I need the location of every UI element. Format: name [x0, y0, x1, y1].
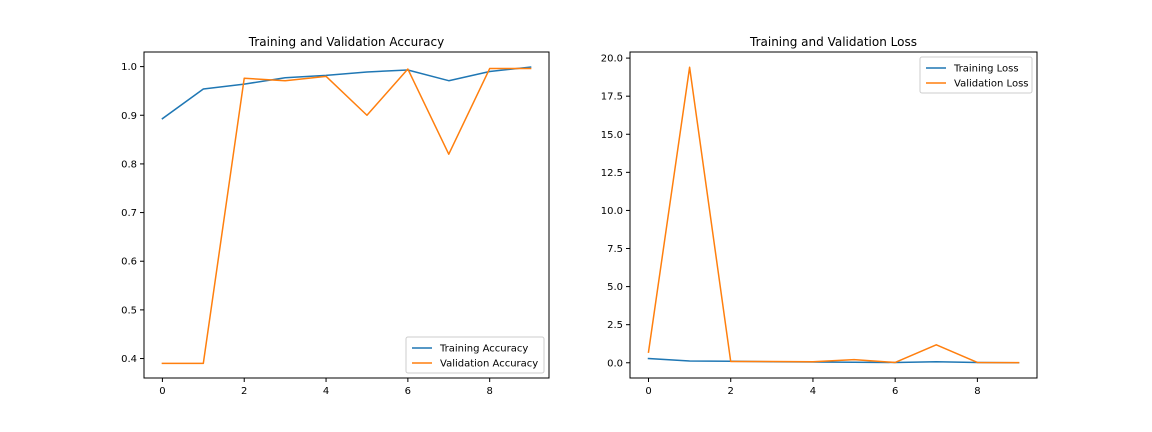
loss-y-tick-label: 7.5 [607, 244, 623, 255]
loss-y-tick-label: 20.0 [601, 54, 623, 65]
loss-legend-label-1: Validation Loss [954, 79, 1029, 90]
accuracy-plot-frame [143, 51, 550, 379]
accuracy-chart-title: Training and Validation Accuracy [248, 35, 444, 49]
accuracy-series-training-accuracy [161, 66, 532, 120]
loss-y-tick-label: 10.0 [601, 206, 623, 217]
accuracy-x-tick-label: 2 [241, 386, 247, 397]
loss-legend: Training Loss Validation Loss [919, 56, 1033, 94]
loss-x-tick-label: 0 [645, 386, 651, 397]
accuracy-y-tick-label: 0.9 [121, 111, 137, 122]
accuracy-y-tick-label: 0.6 [121, 257, 137, 268]
accuracy-series-validation-accuracy [161, 67, 532, 365]
loss-legend-box [919, 56, 1033, 94]
accuracy-chart: Training and Validation Accuracy 0 2 4 6 8 0.4… [121, 35, 550, 397]
loss-chart-title: Training and Validation Loss [749, 35, 917, 49]
loss-legend-label-0: Training Loss [953, 64, 1019, 75]
loss-y-tick-label: 2.5 [607, 320, 623, 331]
accuracy-y-tick-label: 1.0 [121, 62, 137, 73]
loss-y-tick-label: 0.0 [607, 358, 623, 369]
loss-x-tick-label: 2 [728, 386, 734, 397]
accuracy-x-tick-label: 0 [159, 386, 165, 397]
accuracy-legend: Training Accuracy Validation Accuracy [405, 336, 545, 374]
accuracy-y-tick-label: 0.4 [121, 354, 137, 365]
loss-y-tick-label: 17.5 [601, 92, 623, 103]
accuracy-y-tick-label: 0.8 [121, 159, 137, 170]
loss-plot-frame [629, 51, 1038, 379]
loss-y-tick-label: 12.5 [601, 168, 623, 179]
accuracy-y-tick-label: 0.5 [121, 305, 137, 316]
loss-x-tick-label: 6 [892, 386, 898, 397]
loss-series-validation-loss [647, 66, 1020, 364]
accuracy-legend-box [405, 336, 545, 374]
accuracy-y-tick-label: 0.7 [121, 208, 137, 219]
accuracy-x-tick-label: 8 [486, 386, 492, 397]
accuracy-x-tick-label: 4 [323, 386, 329, 397]
loss-y-tick-label: 5.0 [607, 282, 623, 293]
loss-x-tick-label: 4 [810, 386, 816, 397]
loss-x-tick-label: 8 [974, 386, 980, 397]
accuracy-legend-label-1: Validation Accuracy [440, 359, 538, 370]
loss-chart: Training and Validation Loss 0 2 4 6 8 0.0 2.5 5… [601, 35, 1038, 397]
accuracy-x-tick-label: 6 [405, 386, 411, 397]
loss-y-tick-label: 15.0 [601, 130, 623, 141]
accuracy-legend-label-0: Training Accuracy [439, 344, 528, 355]
loss-series-training-loss [647, 357, 1020, 364]
